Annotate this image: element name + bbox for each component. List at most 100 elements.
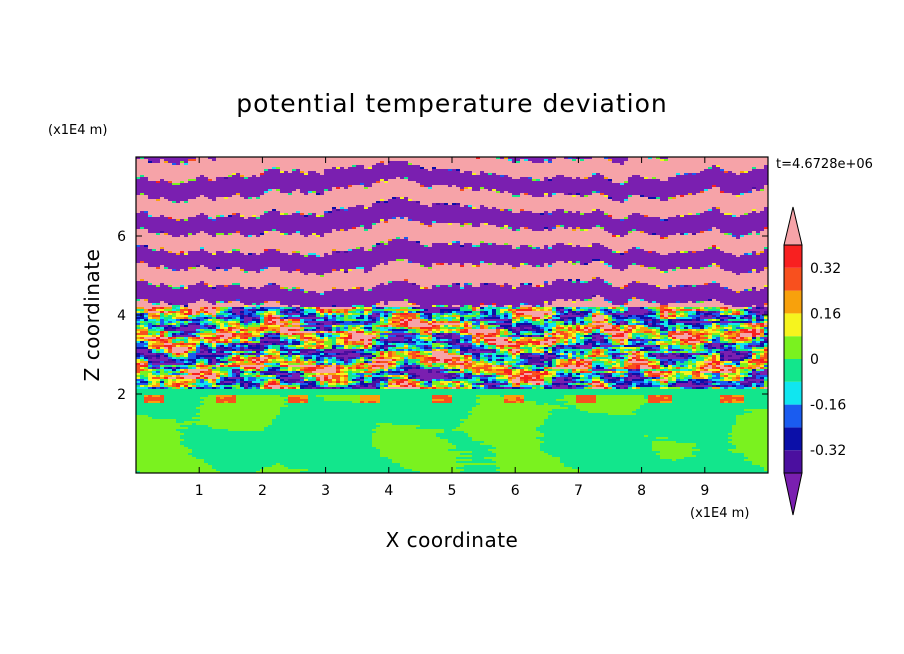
contour-cell — [136, 303, 153, 306]
contour-cell — [352, 343, 365, 346]
contour-cell — [364, 327, 373, 330]
contour-cell — [180, 325, 185, 328]
contour-cell — [456, 241, 461, 244]
contour-cell — [604, 307, 609, 310]
contour-cell — [576, 311, 581, 314]
contour-cell — [496, 343, 517, 346]
contour-cell — [192, 363, 197, 366]
contour-cell — [220, 335, 225, 338]
contour-cell — [256, 307, 261, 310]
contour-cell — [272, 345, 281, 348]
contour-cell — [624, 345, 637, 348]
contour-cell — [664, 271, 669, 274]
contour-cell — [272, 313, 277, 316]
contour-cell — [612, 349, 617, 352]
contour-cell — [612, 357, 617, 360]
contour-cell — [348, 229, 365, 232]
contour-cell — [488, 311, 493, 314]
contour-cell — [572, 339, 577, 342]
contour-cell — [388, 325, 393, 328]
contour-cell — [744, 345, 749, 348]
contour-cell — [636, 343, 645, 346]
contour-cell — [448, 321, 461, 324]
contour-cell — [244, 361, 249, 364]
contour-cell — [464, 351, 469, 354]
contour-cell — [236, 249, 241, 252]
contour-cell — [180, 201, 185, 204]
contour-cell — [552, 229, 573, 232]
contour-cell — [156, 325, 161, 328]
contour-cell — [456, 203, 461, 206]
contour-cell — [672, 337, 677, 340]
contour-cell — [552, 345, 557, 348]
contour-cell — [200, 247, 205, 250]
contour-cell — [460, 359, 465, 362]
contour-cell — [340, 313, 345, 316]
contour-cell — [296, 349, 301, 352]
contour-cell — [748, 343, 761, 346]
contour-cell — [496, 303, 521, 306]
contour-cell — [332, 357, 337, 360]
contour-cell — [384, 319, 389, 322]
contour-cell — [188, 349, 197, 352]
contour-cell — [544, 343, 549, 346]
contour-cell — [728, 329, 733, 332]
contour-cell — [624, 331, 629, 334]
contour-cell — [512, 305, 521, 308]
contour-cell — [368, 313, 373, 316]
contour-cell — [224, 177, 229, 180]
contour-cell — [276, 317, 281, 320]
contour-cell — [668, 271, 733, 274]
contour-cell — [356, 329, 361, 332]
contour-cell — [624, 321, 629, 324]
contour-cell — [208, 301, 217, 304]
contour-cell — [720, 301, 768, 304]
contour-cell — [508, 339, 513, 342]
contour-cell — [156, 199, 161, 202]
contour-cell — [624, 217, 629, 220]
contour-cell — [248, 315, 253, 318]
contour-cell — [180, 323, 185, 326]
contour-cell — [676, 313, 681, 316]
contour-cell — [408, 177, 513, 180]
contour-cell — [348, 207, 365, 210]
contour-cell — [232, 361, 237, 364]
contour-cell — [164, 343, 173, 346]
contour-cell — [468, 223, 473, 226]
contour-cell — [544, 303, 549, 306]
contour-cell — [232, 283, 241, 286]
contour-cell — [204, 363, 209, 366]
contour-cell — [304, 235, 309, 238]
contour-cell — [256, 217, 261, 220]
contour-cell — [660, 347, 665, 350]
contour-cell — [468, 339, 473, 342]
contour-cell — [676, 301, 681, 304]
contour-cell — [532, 305, 537, 308]
contour-cell — [628, 181, 768, 184]
contour-cell — [364, 269, 373, 272]
contour-cell — [428, 357, 437, 360]
contour-cell — [488, 355, 493, 358]
contour-cell — [300, 169, 325, 172]
contour-cell — [608, 351, 621, 354]
contour-cell — [260, 335, 265, 338]
contour-cell — [624, 287, 661, 290]
contour-cell — [512, 335, 521, 338]
contour-cell — [736, 343, 749, 346]
contour-cell — [232, 307, 241, 310]
contour-cell — [172, 359, 177, 362]
contour-cell — [716, 357, 721, 360]
contour-cell — [432, 355, 461, 358]
contour-cell — [224, 345, 229, 348]
contour-cell — [508, 329, 513, 332]
contour-cell — [136, 183, 173, 186]
contour-cell — [532, 345, 537, 348]
contour-cell — [208, 325, 213, 328]
contour-cell — [632, 357, 637, 360]
contour-cell — [544, 321, 549, 324]
contour-cell — [148, 215, 153, 218]
contour-cell — [596, 307, 601, 310]
contour-cell — [528, 319, 533, 322]
contour-cell — [584, 333, 589, 336]
contour-cell — [544, 313, 549, 316]
